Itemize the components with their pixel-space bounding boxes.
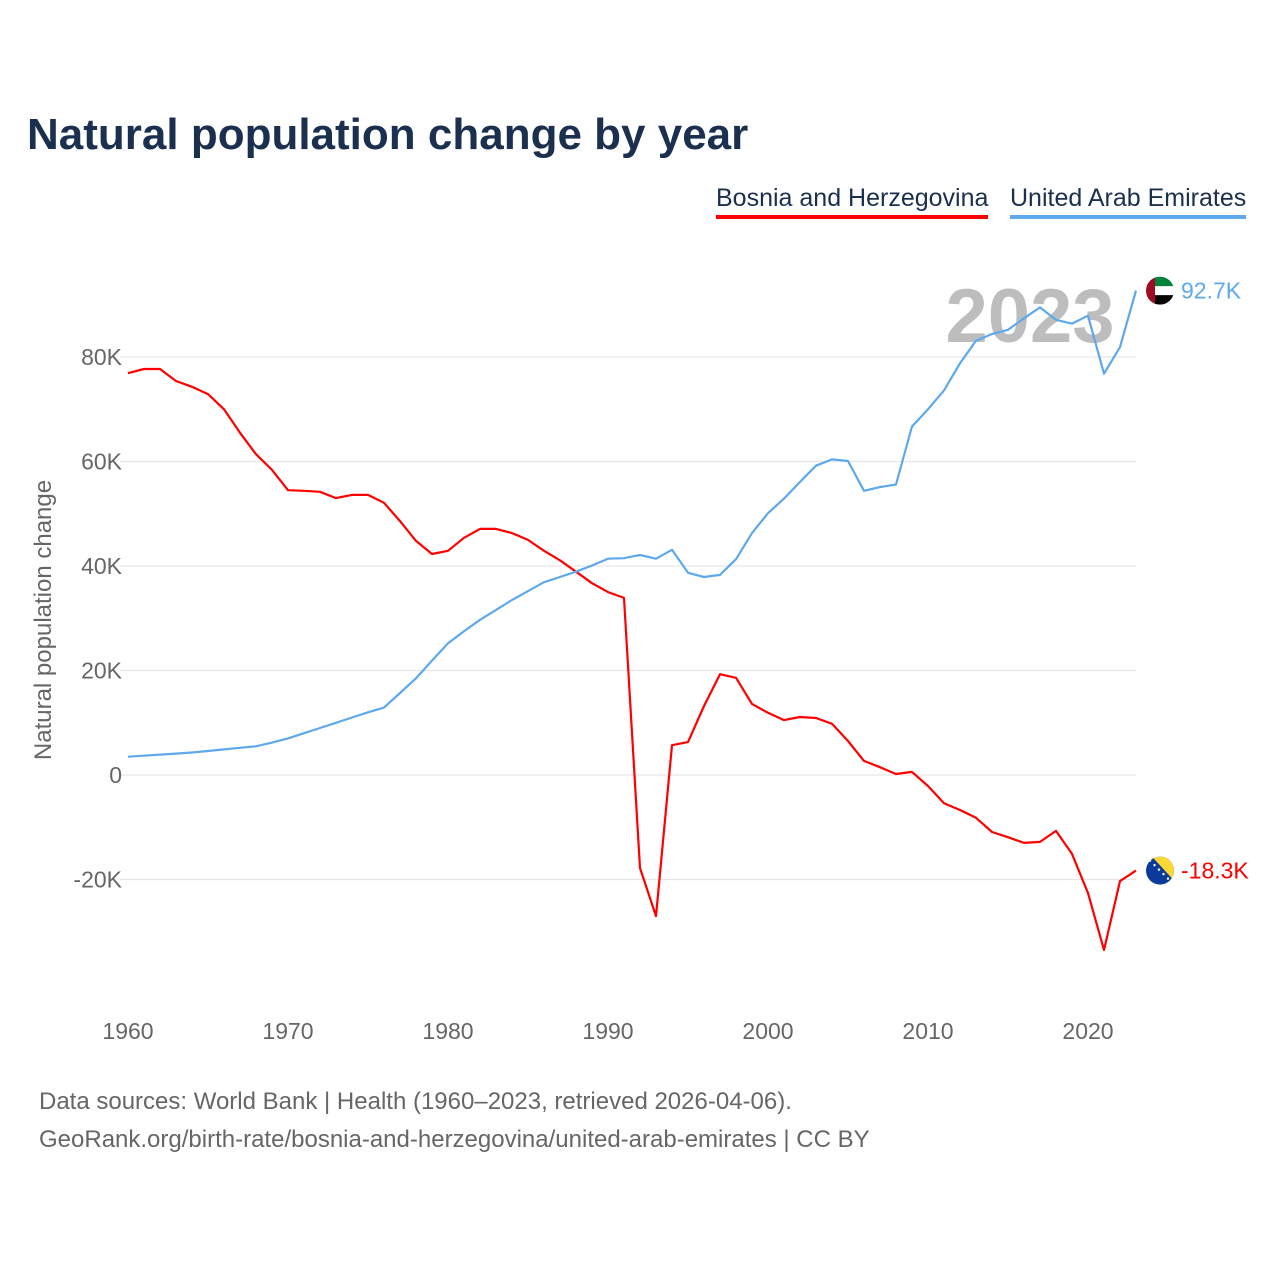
bosnia-flag-icon [1146,856,1174,885]
y-tick-label: 40K [81,553,123,579]
x-tick-label: 2020 [1062,1018,1113,1044]
uae-flag-icon [1146,276,1174,305]
legend-item-bosnia[interactable]: Bosnia and Herzegovina [716,184,989,219]
flag-red [1146,276,1155,305]
x-tick-label: 2000 [742,1018,793,1044]
flag-star [1157,868,1161,871]
y-tick-label: -20K [73,867,122,893]
end-value-label: 92.7K [1181,278,1242,304]
flag-green [1146,276,1174,287]
legend-item-uae[interactable]: United Arab Emirates [1010,184,1247,219]
series-line-bosnia [127,367,1137,952]
y-tick-label: 80K [81,344,123,370]
flag-star [1153,863,1156,867]
flag-yellow [1152,856,1174,881]
chart-title: Natural population change by year [27,110,749,159]
x-tick-label: 1970 [262,1018,313,1044]
flag-star [1166,877,1170,880]
footer-link[interactable]: GeoRank.org/birth-rate/bosnia-and-herzeg… [39,1126,870,1153]
x-tick-label: 2010 [902,1018,953,1044]
series-line-uae [127,290,1138,758]
x-tick-label: 1990 [582,1018,633,1044]
flag-star [1162,872,1165,876]
y-axis-title: Natural population change [30,480,57,760]
y-tick-label: 20K [81,658,123,684]
flag-black [1146,295,1174,305]
flag-fill [1146,856,1174,885]
flag-fill [1146,276,1174,305]
footer-sources: Data sources: World Bank | Health (1960–… [39,1088,792,1115]
flag-star [1148,859,1152,862]
y-tick-label: 0 [109,762,122,788]
x-tick-label: 1960 [102,1018,153,1044]
x-tick-label: 1980 [422,1018,473,1044]
y-tick-label: 60K [81,449,123,475]
end-value-label: -18.3K [1181,858,1249,884]
